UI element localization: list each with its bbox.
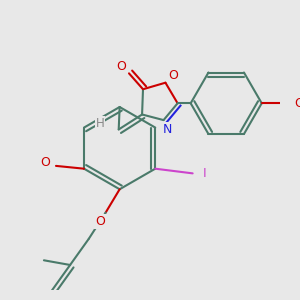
Text: O: O [168,69,178,82]
Text: O: O [95,215,105,229]
Text: O: O [40,156,50,169]
Text: H: H [96,117,104,130]
Text: O: O [294,97,300,110]
Text: N: N [163,123,172,136]
Text: O: O [117,60,126,73]
Text: I: I [203,167,207,180]
